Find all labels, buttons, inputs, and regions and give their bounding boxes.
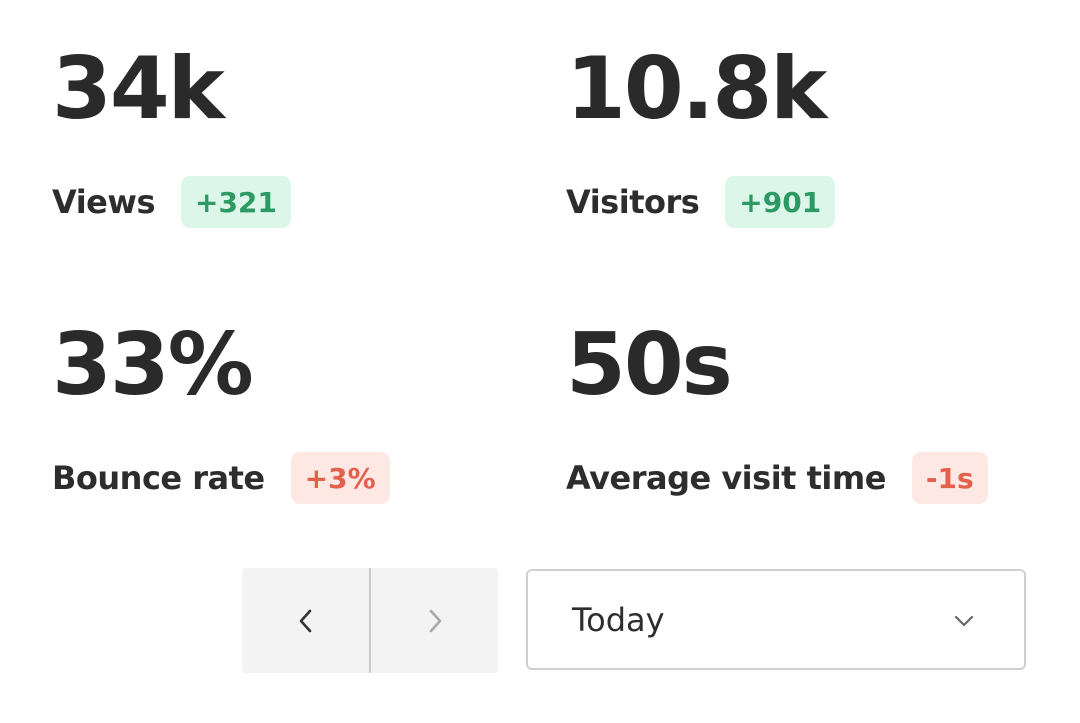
bounce-rate-label-row: Bounce rate +3%	[52, 452, 390, 504]
views-label-row: Views +321	[52, 176, 291, 228]
period-select[interactable]: Today	[526, 569, 1026, 670]
average-visit-time-label-row: Average visit time -1s	[566, 452, 988, 504]
previous-period-button[interactable]	[242, 568, 369, 673]
average-visit-time-delta-badge: -1s	[911, 452, 988, 504]
average-visit-time-label: Average visit time	[566, 459, 886, 497]
bounce-rate-delta-badge: +3%	[290, 452, 390, 504]
period-pager	[242, 568, 498, 673]
chevron-left-icon	[299, 609, 311, 632]
chevron-down-icon	[954, 615, 974, 627]
views-value: 34k	[52, 39, 225, 139]
bounce-rate-label: Bounce rate	[52, 459, 265, 497]
visitors-label-row: Visitors +901	[566, 176, 836, 228]
bounce-rate-value: 33%	[52, 315, 254, 415]
views-label: Views	[52, 183, 155, 221]
chevron-right-icon	[429, 609, 441, 632]
period-select-value: Today	[572, 600, 665, 639]
next-period-button[interactable]	[371, 568, 498, 673]
visitors-value: 10.8k	[566, 39, 827, 139]
average-visit-time-value: 50s	[566, 315, 733, 415]
visitors-delta-badge: +901	[725, 176, 836, 228]
visitors-label: Visitors	[566, 183, 700, 221]
pager-divider	[369, 568, 371, 673]
views-delta-badge: +321	[180, 176, 291, 228]
